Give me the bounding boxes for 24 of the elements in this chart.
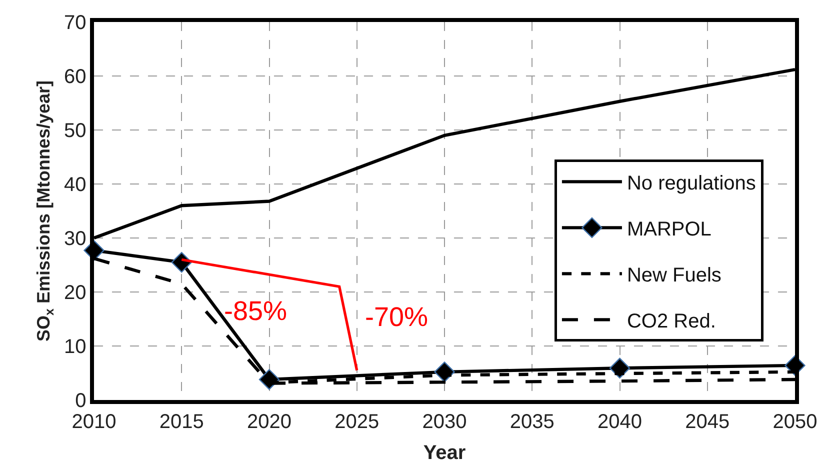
y-tick-label: 10 bbox=[64, 336, 86, 358]
legend-label: New Fuels bbox=[626, 264, 722, 286]
y-tick-label: 30 bbox=[64, 228, 86, 250]
x-tick-label: 2020 bbox=[247, 410, 292, 433]
x-tick-label: 2010 bbox=[72, 410, 116, 433]
y-tick-label: 70 bbox=[64, 12, 86, 34]
annotation: -85% bbox=[224, 296, 288, 326]
y-tick-label: 60 bbox=[64, 66, 86, 88]
legend-label: MARPOL bbox=[626, 218, 712, 240]
x-tick-label: 2035 bbox=[510, 410, 554, 433]
y-tick-label: 50 bbox=[64, 120, 86, 142]
x-tick-label: 2025 bbox=[334, 410, 380, 433]
y-tick-label: 0 bbox=[75, 390, 86, 412]
x-axis-title: Year bbox=[423, 442, 466, 464]
annotation: -70% bbox=[365, 302, 428, 332]
x-tick-label: 2045 bbox=[685, 410, 730, 433]
legend-label: No regulations bbox=[626, 172, 756, 194]
x-tick-label: 2015 bbox=[159, 410, 204, 433]
x-tick-label: 2030 bbox=[422, 410, 467, 433]
y-tick-label: 40 bbox=[64, 174, 86, 196]
x-tick-label: 2040 bbox=[598, 410, 642, 433]
legend-label: CO2 Red. bbox=[626, 310, 716, 332]
y-tick-label: 20 bbox=[64, 282, 86, 304]
x-tick-label: 2050 bbox=[772, 410, 818, 433]
